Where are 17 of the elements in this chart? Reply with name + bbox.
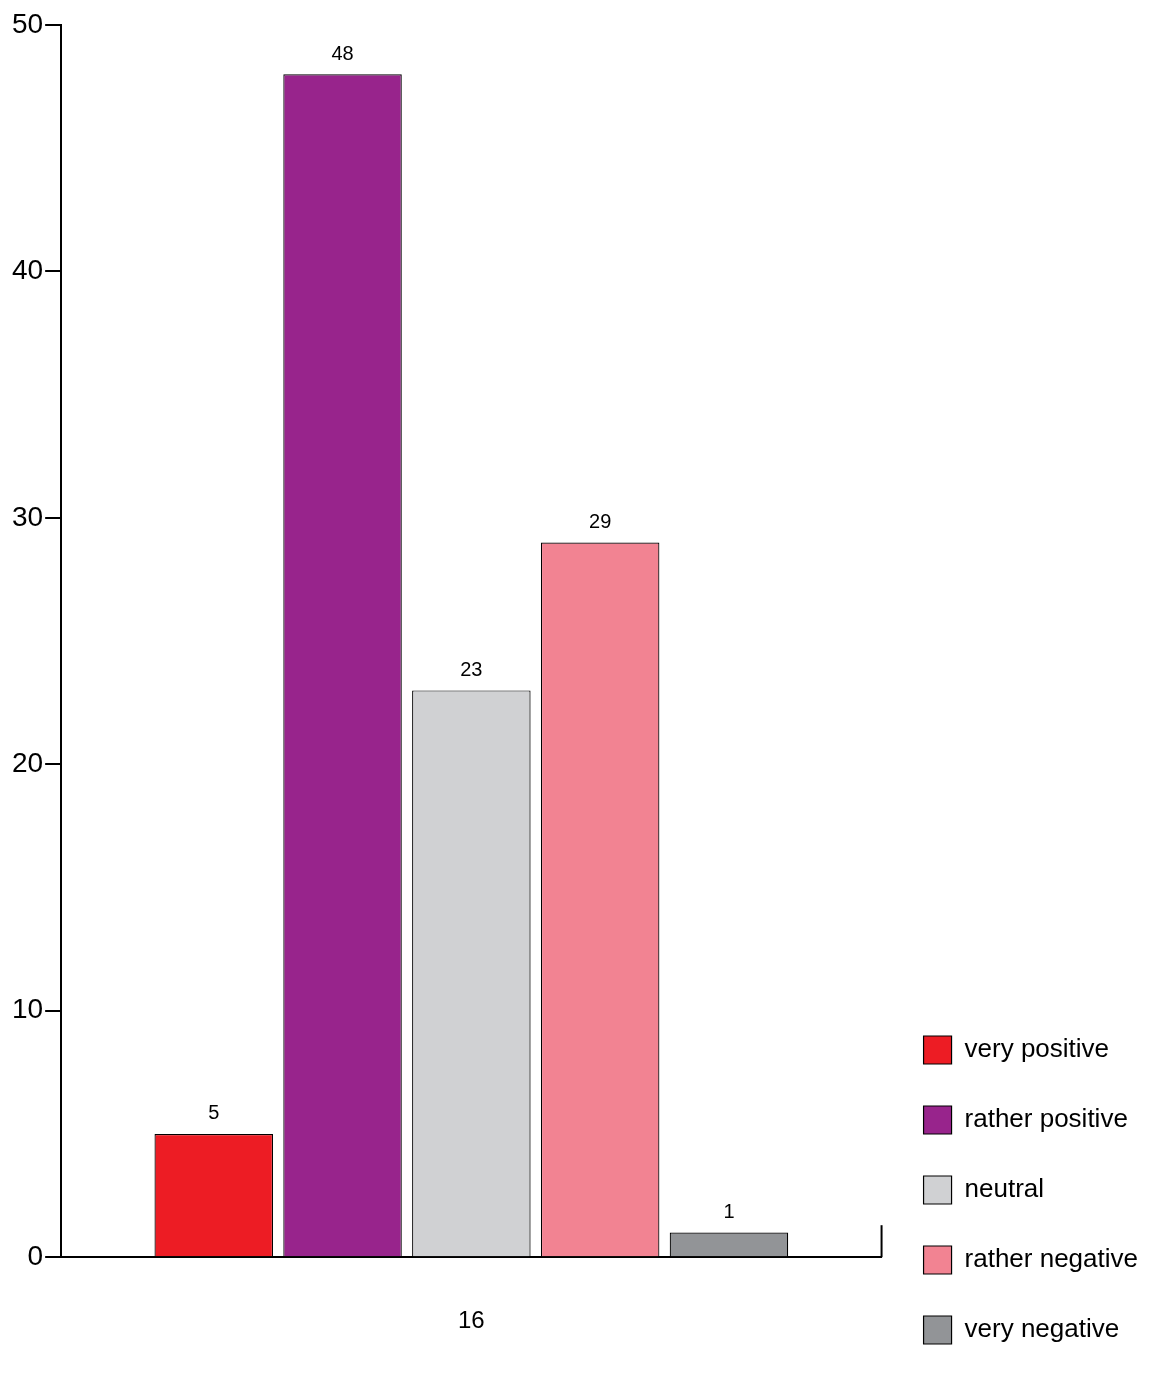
x-tick-label: 16	[458, 1306, 485, 1334]
legend-label: very negative	[964, 1313, 1120, 1344]
data-label: 48	[331, 41, 354, 64]
data-label: 1	[723, 1200, 735, 1223]
legend-label: rather negative	[964, 1243, 1139, 1274]
y-tick-label: 0	[27, 1239, 44, 1271]
y-tick-label: 10	[11, 993, 44, 1025]
legend-label: rather positive	[964, 1103, 1128, 1134]
data-label: 5	[208, 1101, 220, 1124]
data-label: 29	[589, 510, 612, 533]
y-tick-label: 30	[11, 500, 44, 532]
y-tick-label: 20	[11, 747, 44, 779]
legend-label: neutral	[964, 1173, 1045, 1204]
y-tick-label: 40	[11, 254, 44, 286]
legend-label: very positive	[964, 1033, 1110, 1064]
y-tick-label: 50	[11, 7, 44, 39]
data-label: 23	[460, 657, 483, 680]
